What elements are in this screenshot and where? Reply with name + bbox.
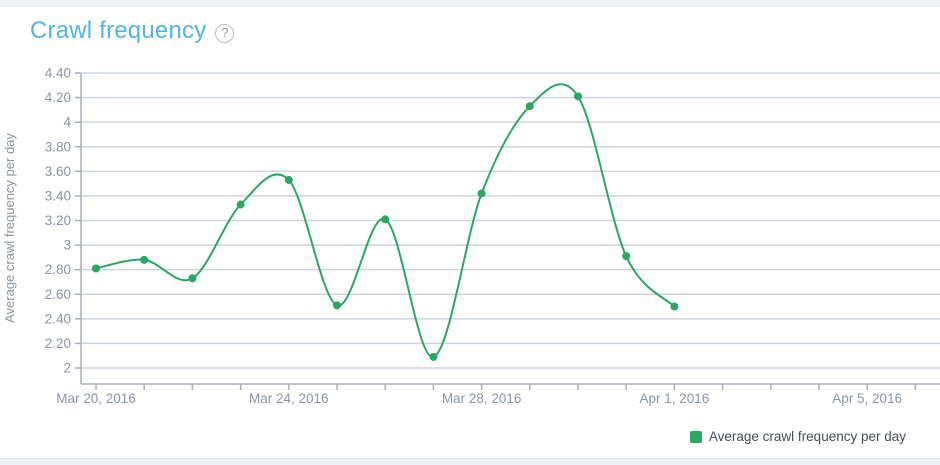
y-tick-label: 3 [63,238,71,253]
data-point-marker[interactable] [333,301,341,310]
legend[interactable]: Average crawl frequency per day [689,429,906,444]
top-divider-strip [0,0,940,7]
chart-header: Crawl frequency ? [30,17,235,45]
y-tick-label: 2.60 [45,287,71,302]
bottom-divider-strip [0,458,940,465]
data-point-marker[interactable] [477,189,486,198]
y-tick-label: 3.60 [45,164,71,179]
data-point-marker[interactable] [140,255,149,264]
data-point-marker[interactable] [670,302,679,311]
data-point-marker[interactable] [188,274,197,283]
y-tick-label: 4.40 [45,66,71,81]
data-point-marker[interactable] [381,215,390,224]
y-tick-label: 2.80 [45,262,71,277]
data-point-marker[interactable] [92,264,100,273]
data-point-marker[interactable] [622,252,631,261]
x-tick-label: Mar 24, 2016 [249,391,329,406]
y-tick-label: 2.20 [45,336,71,351]
page-title: Crawl frequency [30,17,207,44]
x-tick-label: Mar 28, 2016 [442,391,522,406]
y-tick-label: 4 [63,115,71,130]
y-tick-label: 2.40 [45,311,71,326]
data-point-marker[interactable] [236,200,245,209]
y-axis-title: Average crawl frequency per day [2,133,17,323]
y-tick-label: 3.20 [45,213,71,228]
y-tick-label: 3.80 [45,139,71,154]
x-tick-label: Apr 5, 2016 [832,391,902,406]
legend-label: Average crawl frequency per day [708,429,906,444]
y-tick-label: 2 [63,361,71,376]
y-tick-label: 4.20 [45,90,71,105]
data-point-marker[interactable] [429,352,438,361]
data-point-marker[interactable] [284,175,293,184]
help-question-icon[interactable]: ? [215,23,235,43]
data-point-marker[interactable] [525,102,534,111]
y-tick-label: 3.40 [45,188,71,203]
legend-swatch-icon [689,430,702,443]
x-tick-label: Mar 20, 2016 [56,391,136,406]
x-tick-label: Apr 1, 2016 [639,391,709,406]
data-point-marker[interactable] [574,92,582,101]
